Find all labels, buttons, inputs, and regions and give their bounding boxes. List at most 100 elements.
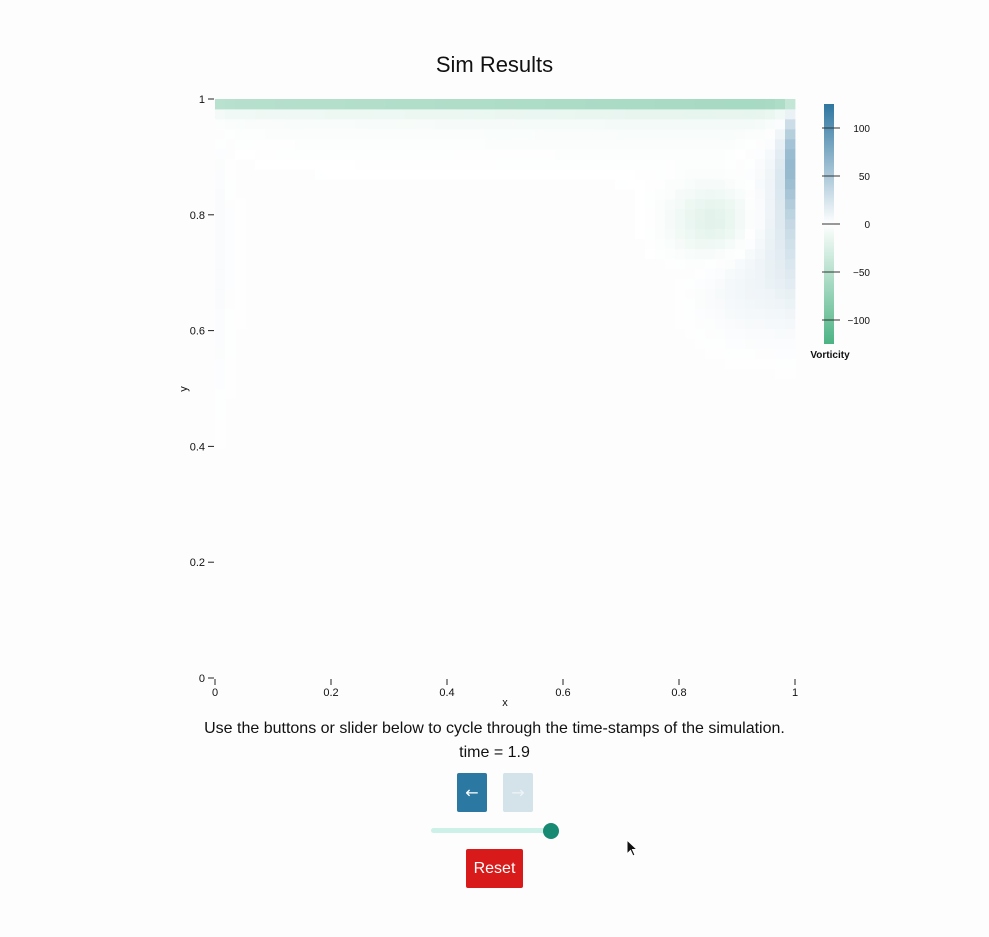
heatmap-cell [655, 208, 666, 220]
heatmap-cell [675, 118, 686, 130]
heatmap-cell [605, 128, 616, 140]
heatmap-cell [765, 298, 776, 310]
heatmap-cell [785, 208, 796, 220]
heatmap-cell [775, 178, 786, 190]
heatmap-cell [775, 318, 786, 329]
heatmap-cell [735, 228, 746, 240]
heatmap-cell [725, 198, 736, 210]
heatmap-cell [765, 168, 776, 180]
heatmap-cell [565, 118, 576, 130]
heatmap-cell [765, 258, 776, 270]
heatmap-cell [575, 138, 586, 150]
heatmap-cell [625, 99, 636, 110]
heatmap-cell [785, 318, 796, 329]
heatmap-cell [225, 298, 236, 310]
heatmap-cell [575, 158, 586, 170]
heatmap-cell [705, 158, 716, 170]
heatmap-cell [685, 148, 696, 160]
heatmap-cell [245, 108, 256, 120]
heatmap-cell [705, 238, 716, 250]
heatmap-cell [665, 208, 676, 220]
heatmap-cell [715, 228, 726, 240]
heatmap-cell [225, 388, 236, 399]
heatmap-cell [685, 278, 696, 290]
heatmap-cell [765, 318, 776, 329]
heatmap-cell [655, 118, 666, 130]
heatmap-cell [665, 238, 676, 250]
heatmap-cell [755, 258, 766, 270]
next-timestep-button[interactable]: → [503, 773, 533, 812]
heatmap-cell [715, 208, 726, 220]
heatmap-cell [695, 258, 706, 270]
heatmap-cell [755, 158, 766, 170]
heatmap-cell [235, 99, 246, 110]
heatmap-cell [345, 168, 356, 180]
heatmap-cell [685, 328, 696, 339]
heatmap-cell [535, 158, 546, 170]
heatmap-cell [325, 99, 336, 110]
heatmap-cell [215, 368, 226, 379]
heatmap-cell [685, 128, 696, 140]
heatmap-cell [735, 99, 746, 110]
heatmap-cell [675, 168, 686, 180]
heatmap-cell [645, 158, 656, 170]
heatmap-cell [235, 268, 246, 280]
heatmap-cell [675, 288, 686, 300]
heatmap-cell [385, 148, 396, 160]
heatmap-cell [485, 128, 496, 140]
heatmap-cell [505, 118, 516, 130]
heatmap-cell [695, 138, 706, 150]
heatmap-cell [705, 108, 716, 120]
heatmap-cell [615, 158, 626, 170]
heatmap-cell [525, 168, 536, 180]
heatmap-cell [705, 338, 716, 349]
heatmap-cell [315, 99, 326, 110]
heatmap-cell [735, 268, 746, 280]
heatmap-cell [765, 208, 776, 220]
heatmap-cell [215, 278, 226, 290]
heatmap-cell [575, 118, 586, 130]
heatmap-cell [455, 138, 466, 150]
heatmap-cell [705, 138, 716, 150]
heatmap-cell [715, 108, 726, 120]
heatmap-cell [495, 108, 506, 120]
heatmap-cell [465, 118, 476, 130]
heatmap-cell [365, 148, 376, 160]
heatmap-cell [305, 148, 316, 160]
heatmap-cell [575, 108, 586, 120]
heatmap-cell [335, 168, 346, 180]
heatmap-cell [355, 168, 366, 180]
heatmap-cell [665, 218, 676, 230]
previous-timestep-button[interactable]: ← [457, 773, 487, 812]
heatmap-cell [645, 168, 656, 180]
heatmap-cell [445, 158, 456, 170]
heatmap-cell [325, 118, 336, 130]
heatmap-cell [715, 188, 726, 200]
heatmap-cell [745, 258, 756, 270]
time-slider[interactable] [431, 828, 553, 833]
heatmap-cell [295, 128, 306, 140]
heatmap-cell [665, 228, 676, 240]
heatmap-cell [255, 128, 266, 140]
heatmap-cell [315, 148, 326, 160]
heatmap-cell [465, 138, 476, 150]
reset-button[interactable]: Reset [466, 849, 523, 888]
heatmap-cell [215, 228, 226, 240]
heatmap-cell [375, 158, 386, 170]
heatmap-cell [385, 168, 396, 180]
heatmap-cell [645, 208, 656, 220]
heatmap-cell [305, 118, 316, 130]
heatmap-cell [675, 148, 686, 160]
heatmap-cell [225, 358, 236, 369]
heatmap-cell [785, 118, 796, 130]
heatmap-cell [655, 198, 666, 210]
heatmap-cell [725, 348, 736, 359]
heatmap-cell [645, 188, 656, 200]
heatmap-cell [745, 348, 756, 359]
heatmap-cell [605, 138, 616, 150]
heatmap-cell [545, 138, 556, 150]
heatmap-cell [555, 118, 566, 130]
heatmap-cell [225, 128, 236, 140]
heatmap-cell [555, 158, 566, 170]
time-slider-thumb[interactable] [543, 823, 559, 839]
